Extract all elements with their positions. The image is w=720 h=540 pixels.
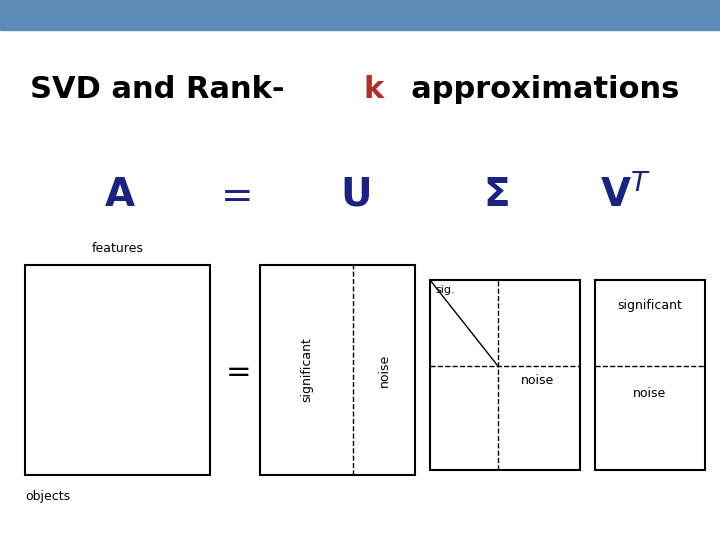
Bar [430, 280, 580, 470]
Text: approximations: approximations [390, 76, 680, 105]
Text: features: features [91, 242, 143, 255]
Text: $=$: $=$ [220, 355, 250, 384]
Text: sig.: sig. [435, 285, 454, 295]
Text: SVD and Rank-: SVD and Rank- [30, 76, 284, 105]
Text: noise: noise [521, 374, 554, 387]
Text: noise: noise [377, 353, 390, 387]
Text: $\mathbf{U}$: $\mathbf{U}$ [340, 176, 370, 214]
Text: $\mathbf{V}^T$: $\mathbf{V}^T$ [600, 176, 650, 214]
Bar [0, 0, 720, 30]
Text: $=$: $=$ [213, 176, 251, 214]
Bar [595, 280, 705, 470]
Bar [260, 265, 415, 475]
Text: k: k [363, 76, 383, 105]
Text: $\mathbf{\Sigma}$: $\mathbf{\Sigma}$ [483, 176, 509, 214]
Text: significant: significant [300, 338, 313, 402]
Text: objects: objects [25, 490, 70, 503]
Text: noise: noise [634, 387, 667, 400]
Bar [25, 265, 210, 475]
Text: significant: significant [618, 299, 683, 312]
Text: $\mathbf{A}$: $\mathbf{A}$ [104, 176, 136, 214]
